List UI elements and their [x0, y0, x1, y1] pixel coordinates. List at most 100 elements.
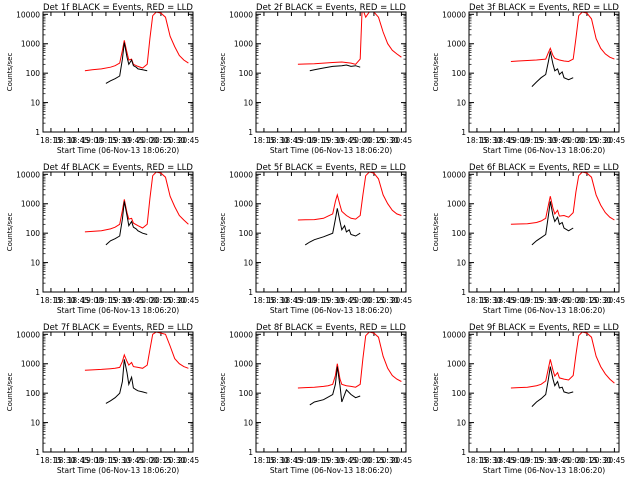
events-series-line: [304, 208, 361, 246]
x-tick-label: 20:15: [576, 456, 598, 465]
x-tick-label: 20:45: [391, 136, 413, 145]
panel-title: Det 5f BLACK = Events, RED = LLD: [256, 163, 406, 173]
plot-frame: [42, 331, 194, 453]
x-tick-label: 20:30: [164, 136, 186, 145]
detector-panel-2: Det 2f BLACK = Events, RED = LLD Counts/s…: [219, 3, 412, 155]
y-axis-label: Counts/sec: [432, 373, 440, 412]
detector-panel-9: Det 9f BLACK = Events, RED = LLD Counts/s…: [432, 323, 625, 475]
x-axis-label: Start Time (06-Nov-13 18:06:20): [270, 306, 392, 315]
x-tick-label: 19:45: [336, 136, 358, 145]
x-tick-label: 18:15: [253, 136, 275, 145]
panel-title: Det 9f BLACK = Events, RED = LLD: [469, 323, 619, 333]
x-tick-label: 19:00: [507, 296, 529, 305]
y-axis-label: Counts/sec: [6, 373, 14, 412]
x-tick-label: 18:45: [68, 136, 90, 145]
x-tick-label: 20:00: [136, 456, 158, 465]
x-axis-label: Start Time (06-Nov-13 18:06:20): [483, 306, 605, 315]
x-tick-label: 20:30: [377, 296, 399, 305]
x-axis-label: Start Time (06-Nov-13 18:06:20): [270, 146, 392, 155]
x-tick-label: 20:30: [164, 296, 186, 305]
y-tick-label: 100: [239, 229, 254, 238]
x-axis-label: Start Time (06-Nov-13 18:06:20): [57, 466, 179, 475]
y-tick-label: 1: [35, 288, 40, 297]
x-tick-label: 19:00: [294, 136, 316, 145]
y-tick-label: 10: [456, 259, 466, 268]
y-tick-label: 1: [248, 128, 253, 137]
x-tick-label: 19:30: [109, 456, 131, 465]
series-group: [510, 172, 615, 246]
y-tick-label: 1000: [234, 200, 253, 209]
y-tick-label: 1000: [21, 200, 40, 209]
plot-frame: [255, 331, 407, 453]
y-tick-label: 10: [30, 99, 40, 108]
x-tick-label: 18:15: [466, 296, 488, 305]
y-tick-label: 10: [30, 259, 40, 268]
lld-series-line: [510, 332, 615, 389]
x-tick-label: 18:30: [480, 296, 502, 305]
y-tick-label: 10: [243, 259, 253, 268]
panel-title: Det 4f BLACK = Events, RED = LLD: [43, 163, 193, 173]
x-tick-label: 19:45: [549, 136, 571, 145]
x-tick-label: 18:30: [267, 456, 289, 465]
x-tick-label: 20:30: [590, 296, 612, 305]
x-tick-label: 19:15: [308, 456, 330, 465]
plot-frame: [255, 11, 407, 133]
events-series-line: [105, 201, 148, 246]
x-tick-label: 19:30: [535, 456, 557, 465]
y-tick-label: 1000: [447, 200, 466, 209]
detector-panel-8: Det 8f BLACK = Events, RED = LLD Counts/s…: [219, 323, 412, 475]
x-tick-label: 18:30: [54, 456, 76, 465]
x-tick-label: 18:30: [54, 136, 76, 145]
series-group: [297, 332, 402, 406]
x-tick-label: 18:45: [281, 136, 303, 145]
x-tick-label: 19:30: [535, 296, 557, 305]
series-group: [84, 332, 189, 404]
x-tick-label: 19:30: [322, 456, 344, 465]
x-tick-label: 20:45: [604, 296, 626, 305]
x-tick-label: 20:45: [178, 296, 200, 305]
x-tick-label: 19:45: [123, 296, 145, 305]
x-tick-label: 20:15: [576, 296, 598, 305]
lld-series-line: [510, 172, 615, 225]
x-tick-label: 18:15: [253, 456, 275, 465]
x-tick-label: 20:30: [164, 456, 186, 465]
x-axis-label: Start Time (06-Nov-13 18:06:20): [270, 466, 392, 475]
x-tick-label: 20:00: [136, 296, 158, 305]
x-tick-label: 20:30: [377, 456, 399, 465]
y-tick-label: 1000: [447, 360, 466, 369]
y-tick-label: 1: [35, 448, 40, 457]
x-axis-label: Start Time (06-Nov-13 18:06:20): [57, 146, 179, 155]
y-tick-label: 1000: [21, 360, 40, 369]
y-axis-label: Counts/sec: [219, 373, 227, 412]
panel-title: Det 2f BLACK = Events, RED = LLD: [256, 3, 406, 13]
events-series-line: [531, 51, 574, 87]
x-tick-label: 19:15: [308, 296, 330, 305]
series-group: [297, 12, 402, 72]
y-tick-label: 10000: [16, 330, 40, 339]
x-tick-label: 19:45: [336, 456, 358, 465]
x-tick-label: 18:15: [40, 456, 62, 465]
x-tick-label: 19:00: [81, 296, 103, 305]
series-group: [510, 12, 615, 87]
detector-panel-5: Det 5f BLACK = Events, RED = LLD Counts/s…: [219, 163, 412, 315]
y-tick-label: 10000: [229, 170, 253, 179]
lld-series-line: [84, 12, 189, 72]
x-tick-label: 19:00: [507, 136, 529, 145]
y-tick-label: 10: [456, 99, 466, 108]
y-tick-label: 100: [26, 229, 41, 238]
y-tick-label: 1000: [234, 40, 253, 49]
series-group: [510, 332, 615, 407]
y-tick-label: 100: [452, 389, 467, 398]
x-tick-label: 19:45: [123, 456, 145, 465]
x-tick-label: 18:30: [54, 296, 76, 305]
x-tick-label: 19:00: [507, 456, 529, 465]
y-tick-label: 1000: [447, 40, 466, 49]
events-series-line: [105, 359, 148, 404]
x-tick-label: 19:00: [81, 456, 103, 465]
x-tick-label: 19:15: [521, 456, 543, 465]
x-tick-label: 19:30: [109, 136, 131, 145]
x-tick-label: 20:15: [150, 136, 172, 145]
x-tick-label: 19:45: [549, 456, 571, 465]
x-tick-label: 19:00: [294, 456, 316, 465]
